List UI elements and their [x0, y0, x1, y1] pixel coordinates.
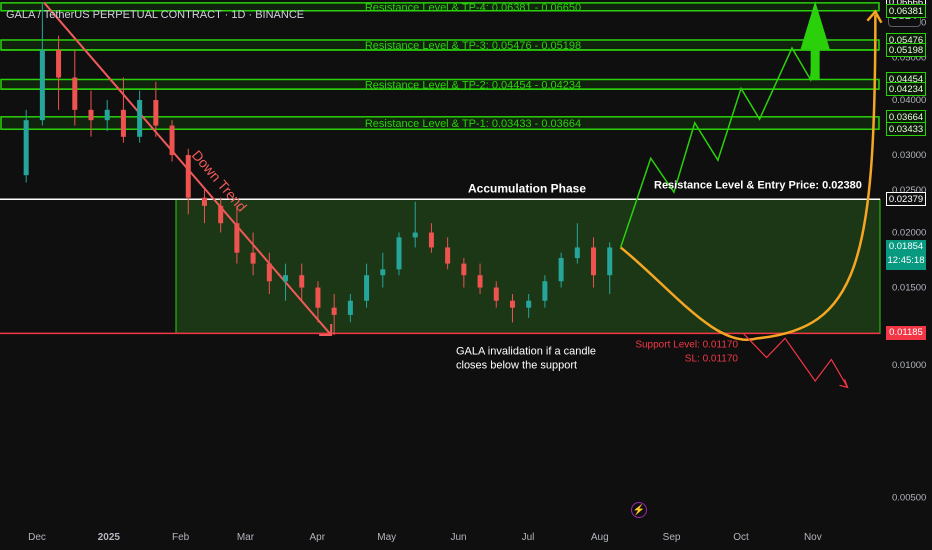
resistance-zone-label: Resistance Level & TP-1: 0.03433 - 0.036… [365, 118, 581, 130]
y-tick-label: 0.02000 [892, 228, 926, 239]
price-tag: 0.05198 [886, 42, 926, 57]
entry-label: Resistance Level & Entry Price: 0.02380 [654, 179, 862, 191]
candle-body [39, 49, 45, 121]
candle-body [299, 275, 305, 288]
zones-layer [0, 2, 881, 334]
x-tick-label: May [377, 532, 396, 543]
candle-body [380, 269, 386, 276]
candle-body [104, 109, 110, 121]
candle-body [169, 125, 175, 156]
candle-body [607, 247, 613, 276]
x-tick-label: Oct [733, 532, 749, 543]
candle-body [218, 205, 224, 224]
downtrend-arrowhead [319, 324, 333, 337]
candle-body [23, 120, 29, 176]
green-projection-path [619, 34, 816, 248]
y-tick-label: 0.04000 [892, 95, 926, 106]
candle-body [266, 263, 272, 282]
x-tick-label: Mar [237, 532, 255, 543]
candles-layer [23, 2, 613, 336]
candle-body [428, 232, 434, 248]
y-tick-label: 0.01500 [892, 283, 926, 294]
bar-countdown: 12:45:18 [887, 255, 925, 267]
red-projection-path [742, 332, 849, 388]
candle-body [250, 252, 256, 264]
candle-body [88, 109, 94, 121]
resistance-zone-label: Resistance Level & TP-3: 0.05476 - 0.051… [365, 40, 581, 52]
price-tag: 0.04234 [886, 82, 926, 97]
current-price-tag: 0.01854 12:45:18 [886, 240, 926, 271]
candle-body [364, 275, 370, 301]
candle-body [201, 197, 207, 206]
x-tick-label: Apr [309, 532, 325, 543]
symbol-title: GALA / TetherUS PERPETUAL CONTRACT · 1D … [6, 9, 305, 21]
x-tick-label: 2025 [98, 532, 121, 543]
resistance-zone-label: Resistance Level & TP-4: 0.06381 - 0.066… [365, 2, 581, 14]
candle-body [56, 49, 62, 78]
candle-body [283, 275, 289, 282]
price-tag: 0.01185 [886, 325, 926, 340]
x-tick-label: Nov [804, 532, 822, 543]
candle-body [542, 281, 548, 301]
candle-body [120, 109, 126, 137]
projection-layer [619, 1, 883, 389]
candle-body [331, 307, 337, 315]
candle-body [234, 223, 240, 253]
price-tag: 0.02379 [886, 192, 926, 207]
invalidation-note-line1: GALA invalidation if a candle [456, 345, 596, 357]
x-tick-label: Dec [28, 532, 46, 543]
orange-projection-arrowhead [866, 9, 883, 24]
support-label: Support Level: 0.01170 [635, 339, 738, 350]
candle-body [477, 275, 483, 288]
candle-body [347, 300, 353, 315]
invalidation-note-line2: closes below the support [456, 359, 577, 371]
y-tick-label: 0.03000 [892, 150, 926, 161]
accumulation-zone [175, 198, 881, 334]
y-tick-label: 0.01000 [892, 360, 926, 371]
candle-body [72, 77, 78, 110]
candle-body [461, 263, 467, 276]
candle-body [493, 287, 499, 301]
current-price-value: 0.01854 [888, 241, 924, 253]
candle-body [526, 300, 532, 308]
candle-body [315, 287, 321, 308]
candle-body [509, 300, 515, 308]
candle-body [153, 100, 159, 126]
x-tick-label: Aug [591, 532, 609, 543]
candle-body [137, 100, 143, 137]
sl-label: SL: 0.01170 [685, 353, 739, 364]
big-green-arrow [800, 1, 830, 81]
candle-body [591, 247, 597, 276]
x-tick-label: Sep [663, 532, 681, 543]
candle-body [558, 258, 564, 282]
candle-body [396, 237, 402, 270]
flash-icon[interactable]: ⚡ [631, 502, 647, 518]
y-tick-label: 0.05000 [892, 52, 926, 63]
red-projection-arrowhead [839, 379, 849, 389]
candle-body [412, 232, 418, 238]
y-tick-label: 0.02500 [892, 185, 926, 196]
y-tick-label: 0.00500 [892, 493, 926, 504]
price-tag: 0.06381 [886, 3, 926, 18]
candle-body [185, 155, 191, 198]
resistance-zone-label: Resistance Level & TP-2: 0.04454 - 0.042… [365, 79, 581, 91]
accumulation-label: Accumulation Phase [468, 181, 586, 195]
orange-projection-curve [619, 14, 877, 342]
candle-body [574, 247, 580, 259]
price-tag: 0.03433 [886, 122, 926, 137]
x-tick-label: Feb [172, 532, 190, 543]
x-tick-label: Jul [522, 532, 535, 543]
x-tick-label: Jun [450, 532, 466, 543]
candle-body [445, 247, 451, 264]
